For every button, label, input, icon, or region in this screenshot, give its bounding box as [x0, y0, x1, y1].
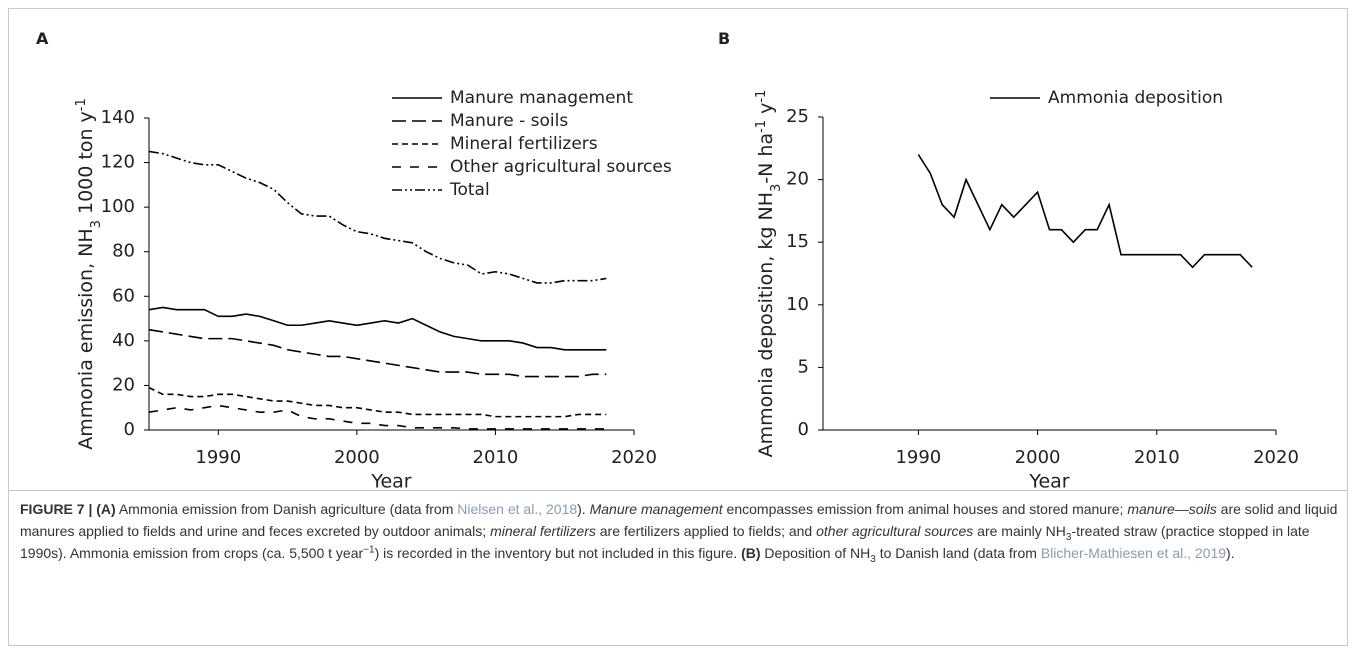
caption-rule: [8, 490, 1348, 491]
x-tick-label: 2010: [473, 447, 519, 468]
y-axis-label-part: Ammonia deposition, kg NH: [755, 192, 777, 457]
caption-text: are mainly NH: [973, 523, 1066, 539]
caption-text: Deposition of NH: [760, 545, 871, 561]
caption-text: are solid and liquid manures applied to …: [20, 501, 1338, 539]
figure-frame: [8, 8, 1348, 646]
y-tick-label: 20: [112, 374, 135, 395]
y-tick-label: 140: [101, 107, 135, 128]
y-tick-label: 0: [798, 419, 809, 440]
series-line: [917, 154, 1253, 269]
y-axis-label-part: Ammonia emission, NH: [75, 228, 97, 449]
caption-text: Manure management: [589, 501, 723, 517]
x-axis-label: Year: [1028, 471, 1069, 491]
x-tick-label: 1990: [195, 447, 241, 468]
caption-text: -treated straw (practice stopped in late…: [20, 523, 1310, 561]
panel-tag: A: [36, 29, 49, 48]
x-tick-label: 1990: [895, 447, 941, 468]
y-tick-label: 10: [786, 294, 809, 315]
y-tick-label: 100: [101, 196, 135, 217]
legend-label: Total: [449, 180, 490, 200]
caption-text: −1: [363, 544, 375, 556]
y-axis-label-part: 1000 ton y: [75, 111, 97, 220]
x-tick-label: 2000: [334, 447, 380, 468]
caption-text: (B): [741, 545, 761, 561]
x-tick-label: 2020: [611, 447, 657, 468]
y-axis-label-part: -1: [74, 98, 89, 111]
y-tick-label: 80: [112, 241, 135, 262]
y-axis-label: Ammonia emission, NH3 1000 ton y-1: [74, 98, 104, 450]
caption-text: to Danish land (data from: [875, 545, 1041, 561]
caption-text: ) is recorded in the inventory but not i…: [374, 545, 742, 561]
legend-label: Ammonia deposition: [1048, 88, 1223, 108]
y-tick-label: 5: [798, 356, 809, 377]
caption-text: Ammonia emission from Danish agriculture…: [115, 501, 458, 517]
legend-label: Manure - soils: [450, 111, 568, 131]
y-axis-label-part: y: [755, 103, 777, 120]
series-line: [148, 328, 607, 378]
series-line: [148, 306, 607, 351]
legend-label: Mineral fertilizers: [450, 134, 598, 154]
caption-text: ).: [1226, 545, 1235, 561]
caption-text: encompasses emission from animal houses …: [722, 501, 1128, 517]
series-line: [148, 404, 607, 430]
caption-text: ).: [577, 501, 590, 517]
y-tick-label: 120: [101, 152, 135, 173]
caption-text: manure—soils: [1127, 501, 1217, 517]
y-axis-label-part: 3: [769, 184, 784, 192]
caption-text[interactable]: Nielsen et al., 2018: [457, 501, 578, 517]
legend-label: Manure management: [450, 88, 633, 108]
y-axis-label-part: -1: [754, 120, 769, 133]
caption: FIGURE 7 | (A) Ammonia emission from Dan…: [20, 498, 1338, 564]
caption-text: mineral fertilizers: [490, 523, 596, 539]
caption-text: 3: [1065, 531, 1072, 543]
caption-text: 3: [870, 553, 876, 565]
series-line: [148, 150, 607, 284]
panel-tag: B: [718, 29, 730, 48]
caption-text: are fertilizers applied to fields; and: [595, 523, 817, 539]
y-tick-label: 15: [786, 231, 809, 252]
caption-text: other agricultural sources: [816, 523, 974, 539]
y-tick-label: 60: [112, 285, 135, 306]
y-axis-label-part: -1: [754, 90, 769, 103]
caption-text: FIGURE 7 | (A): [20, 501, 116, 517]
x-axis-label: Year: [370, 471, 411, 491]
y-tick-label: 40: [112, 330, 135, 351]
x-tick-label: 2010: [1134, 447, 1180, 468]
y-axis-label-part: -N ha: [755, 133, 777, 184]
y-axis-label-part: 3: [89, 220, 104, 228]
x-tick-label: 2020: [1253, 447, 1299, 468]
y-axis-label: Ammonia deposition, kg NH3-N ha-1 y-1: [754, 90, 784, 458]
legend-label: Other agricultural sources: [450, 157, 672, 177]
caption-text[interactable]: Blicher-Mathiesen et al., 2019: [1040, 545, 1227, 561]
series-line: [148, 386, 607, 418]
y-tick-label: 25: [786, 106, 809, 127]
x-tick-label: 2000: [1015, 447, 1061, 468]
y-tick-label: 20: [786, 169, 809, 190]
y-tick-label: 0: [124, 419, 135, 440]
